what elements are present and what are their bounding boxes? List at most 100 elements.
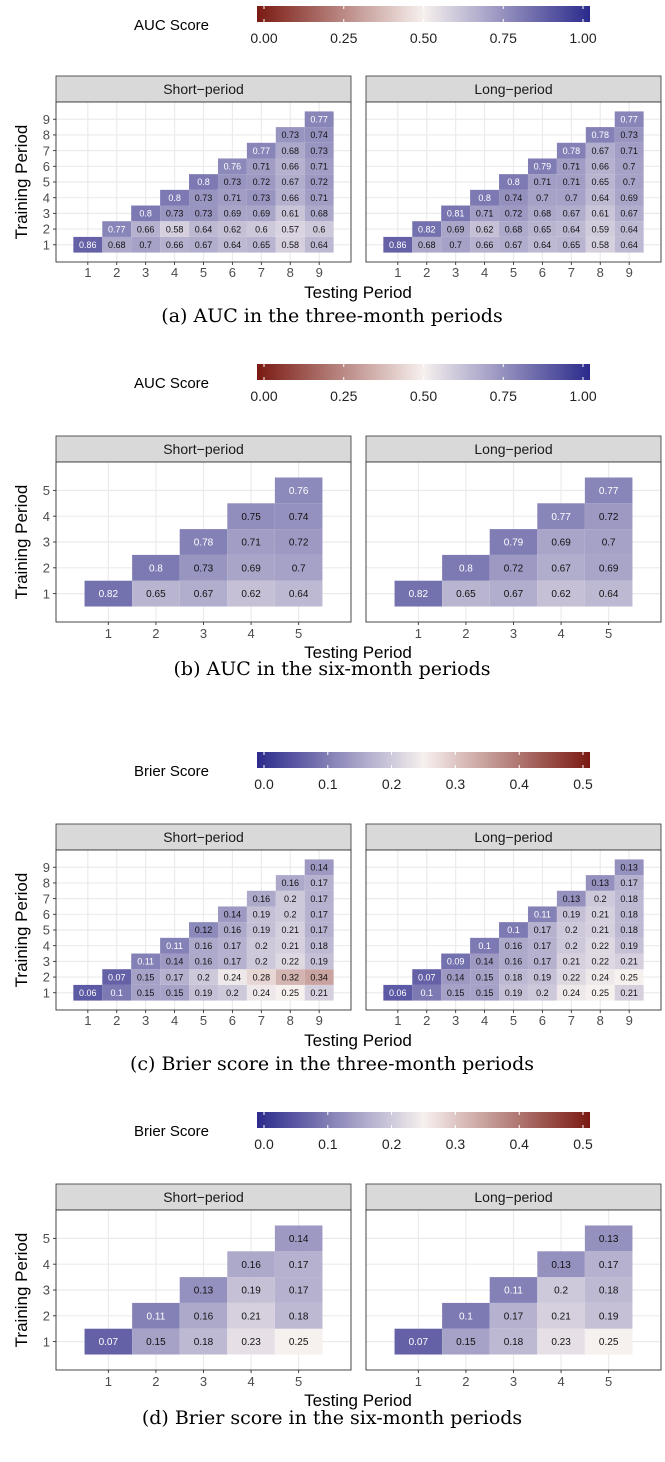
y-tick-label: 8 <box>43 128 50 143</box>
heatmap-cell <box>227 554 275 581</box>
cell-label: 0.18 <box>620 894 638 904</box>
cell-label: 0.62 <box>241 589 261 600</box>
legend: AUC Score 0.00 0.25 0.50 0.75 1.00 <box>134 6 597 46</box>
heatmap-cell <box>274 477 323 504</box>
facet-strip-label: Long−period <box>474 829 552 845</box>
cell-label: 0.11 <box>147 1311 166 1322</box>
heatmap-cell <box>527 922 557 938</box>
legend-tick-label: 0.3 <box>446 776 466 792</box>
cell-label: 0.15 <box>166 988 184 998</box>
heatmap-cell <box>160 221 190 237</box>
cell-label: 0.21 <box>241 1311 261 1322</box>
facet-strip-label: Long−period <box>474 441 552 457</box>
cell-label: 0.24 <box>224 972 242 982</box>
cell-label: 0.17 <box>166 972 184 982</box>
cell-label: 0.09 <box>447 957 465 967</box>
heatmap-cell <box>470 937 500 954</box>
heatmap-cell <box>304 142 334 159</box>
cell-label: 0.19 <box>253 910 271 920</box>
facet-strip-label: Long−period <box>474 1189 552 1205</box>
heatmap-cell <box>527 937 557 954</box>
heatmap-cell <box>470 205 500 222</box>
heatmap-cell <box>585 127 615 143</box>
facet-strip <box>365 823 662 851</box>
cell-label: 0.73 <box>310 146 328 156</box>
y-tick-label: 2 <box>43 1308 50 1323</box>
x-tick-label: 1 <box>105 626 112 641</box>
legend-tick-label: 0.25 <box>330 388 357 404</box>
cell-label: 0.73 <box>281 130 299 140</box>
cell-label: 0.72 <box>289 538 309 549</box>
legend-tick-label: 0.75 <box>490 30 517 46</box>
cell-label: 0.06 <box>389 988 407 998</box>
heatmap-cell <box>274 554 323 581</box>
heatmap-cell <box>189 205 218 222</box>
heatmap-cell <box>73 984 103 1001</box>
y-tick-label: 7 <box>43 143 50 158</box>
heatmap-cell <box>556 221 586 237</box>
cell-label: 0.11 <box>166 941 183 951</box>
heatmap-cell <box>470 969 500 985</box>
heatmap-cell <box>442 580 490 607</box>
cell-label: 0.71 <box>310 162 328 172</box>
heatmap-cell <box>441 984 471 1001</box>
cell-label: 0.67 <box>620 209 638 219</box>
panel-c: Brier Score 0.0 0.1 0.2 0.3 0.4 0.5 Training Pe… <box>12 752 662 1075</box>
x-tick-label: 2 <box>152 1374 159 1389</box>
heatmap-cell <box>527 189 557 206</box>
y-tick-label: 3 <box>43 206 50 221</box>
cell-label: 0.68 <box>505 224 523 234</box>
facet-strip <box>365 435 662 463</box>
x-tick-label: 4 <box>171 1013 178 1028</box>
cell-label: 0.2 <box>284 910 297 920</box>
x-tick-label: 1 <box>84 1013 91 1028</box>
facet-strip-label: Long−period <box>474 81 552 97</box>
cell-label: 0.61 <box>281 209 299 219</box>
x-tick-label: 8 <box>597 265 604 280</box>
heatmap-cell <box>304 221 334 237</box>
cell-label: 0.14 <box>166 957 184 967</box>
cell-label: 0.11 <box>504 1286 523 1297</box>
heatmap-cell <box>217 205 247 222</box>
x-tick-label: 8 <box>287 265 294 280</box>
heatmap-cell <box>275 127 305 143</box>
cell-label: 0.75 <box>241 512 261 523</box>
cell-label: 0.82 <box>409 589 429 600</box>
cell-label: 0.25 <box>620 972 638 982</box>
cell-label: 0.57 <box>281 224 299 234</box>
cell-label: 0.71 <box>241 538 261 549</box>
heatmap-cell <box>304 953 334 970</box>
cell-label: 0.67 <box>563 209 581 219</box>
legend-tick-label: 0.00 <box>250 388 277 404</box>
heatmap-cell <box>614 111 644 128</box>
heatmap-cell <box>556 969 586 985</box>
heatmap-cell <box>275 969 305 985</box>
legend-tick-label: 0.25 <box>330 30 357 46</box>
heatmap-cell <box>470 236 500 253</box>
heatmap-cell <box>527 984 557 1001</box>
cell-label: 0.61 <box>591 209 609 219</box>
cell-label: 0.68 <box>418 240 436 250</box>
heatmap-cell <box>304 969 334 985</box>
x-tick-label: 5 <box>510 1013 517 1028</box>
heatmap-cell <box>585 937 615 954</box>
y-tick-label: 4 <box>43 190 50 205</box>
heatmap-cell <box>246 189 276 206</box>
y-tick-label: 1 <box>43 985 50 1000</box>
cell-label: 0.13 <box>599 1234 619 1245</box>
heatmap-cell <box>102 984 132 1001</box>
heatmap-cell <box>160 937 190 954</box>
heatmap-cell <box>584 1225 633 1252</box>
cell-label: 0.69 <box>241 563 261 574</box>
cell-label: 0.64 <box>224 240 242 250</box>
heatmap-cell <box>489 529 538 555</box>
heatmap-cell <box>160 189 190 206</box>
heatmap-cell <box>585 969 615 985</box>
x-tick-label: 1 <box>415 1374 422 1389</box>
heatmap-cell <box>304 890 334 907</box>
cell-label: 0.17 <box>310 878 328 888</box>
heatmap-cell <box>102 969 132 985</box>
heatmap-cell <box>131 953 161 970</box>
